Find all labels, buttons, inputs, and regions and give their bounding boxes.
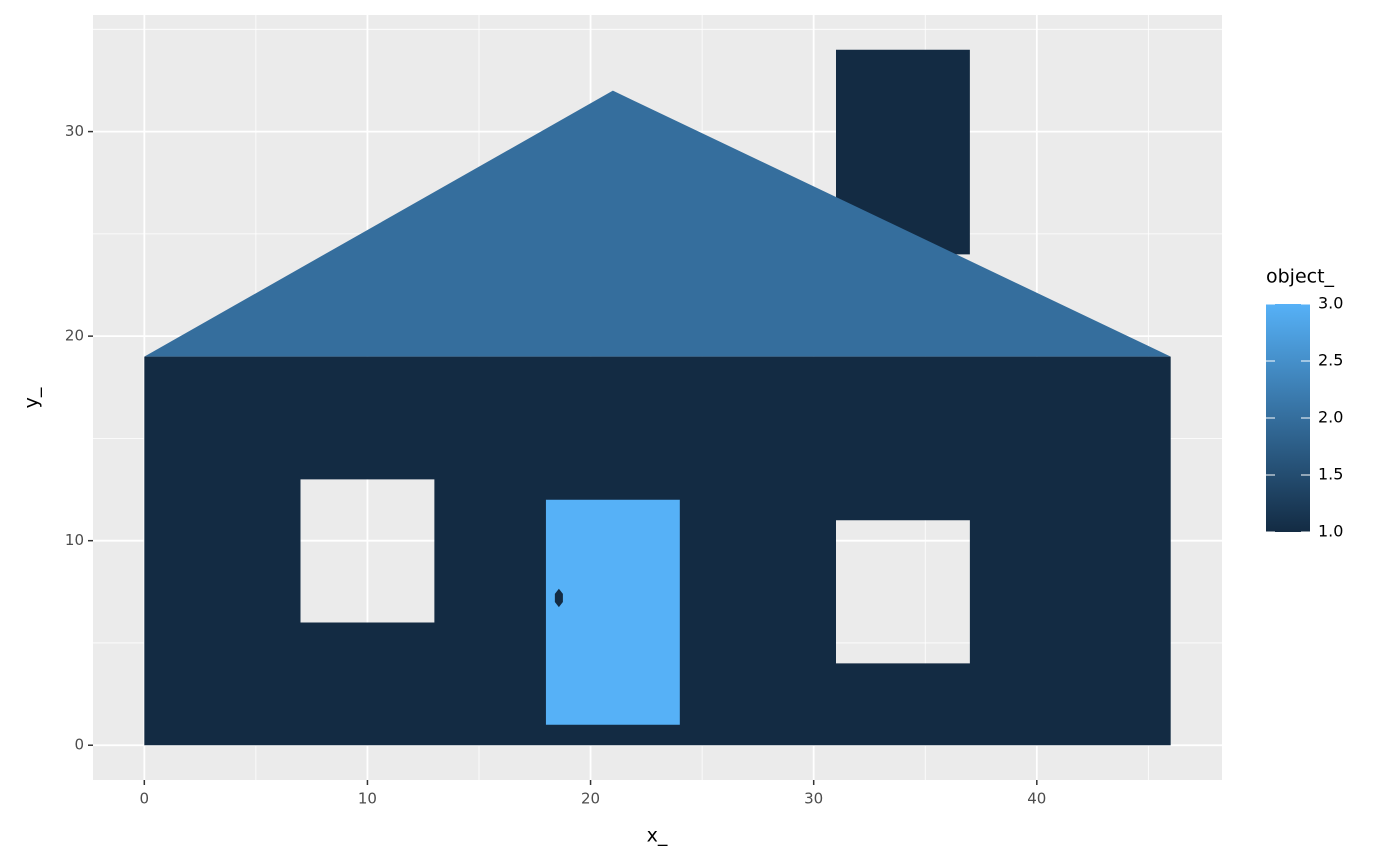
polygon (545, 499, 680, 725)
polygon (835, 49, 970, 255)
y-tick-label: 10 (65, 531, 84, 549)
x-tick-label: 10 (358, 790, 377, 808)
y-tick-label: 20 (65, 327, 84, 345)
y-axis-title: y_ (21, 387, 43, 408)
x-tick-label: 30 (804, 790, 823, 808)
x-axis-title: x_ (647, 825, 668, 847)
x-tick-label: 40 (1027, 790, 1046, 808)
legend-label: 2.0 (1318, 408, 1343, 427)
legend-label: 2.5 (1318, 351, 1343, 370)
y-tick-label: 0 (74, 736, 84, 754)
legend-label: 1.5 (1318, 465, 1343, 484)
legend-title: object_ (1266, 266, 1335, 288)
x-tick-label: 0 (140, 790, 150, 808)
legend-label: 1.0 (1318, 522, 1343, 541)
y-tick-label: 30 (65, 122, 84, 140)
polygon (144, 90, 1171, 357)
legend-label: 3.0 (1318, 294, 1343, 313)
polygon (554, 588, 563, 608)
x-tick-label: 20 (581, 790, 600, 808)
